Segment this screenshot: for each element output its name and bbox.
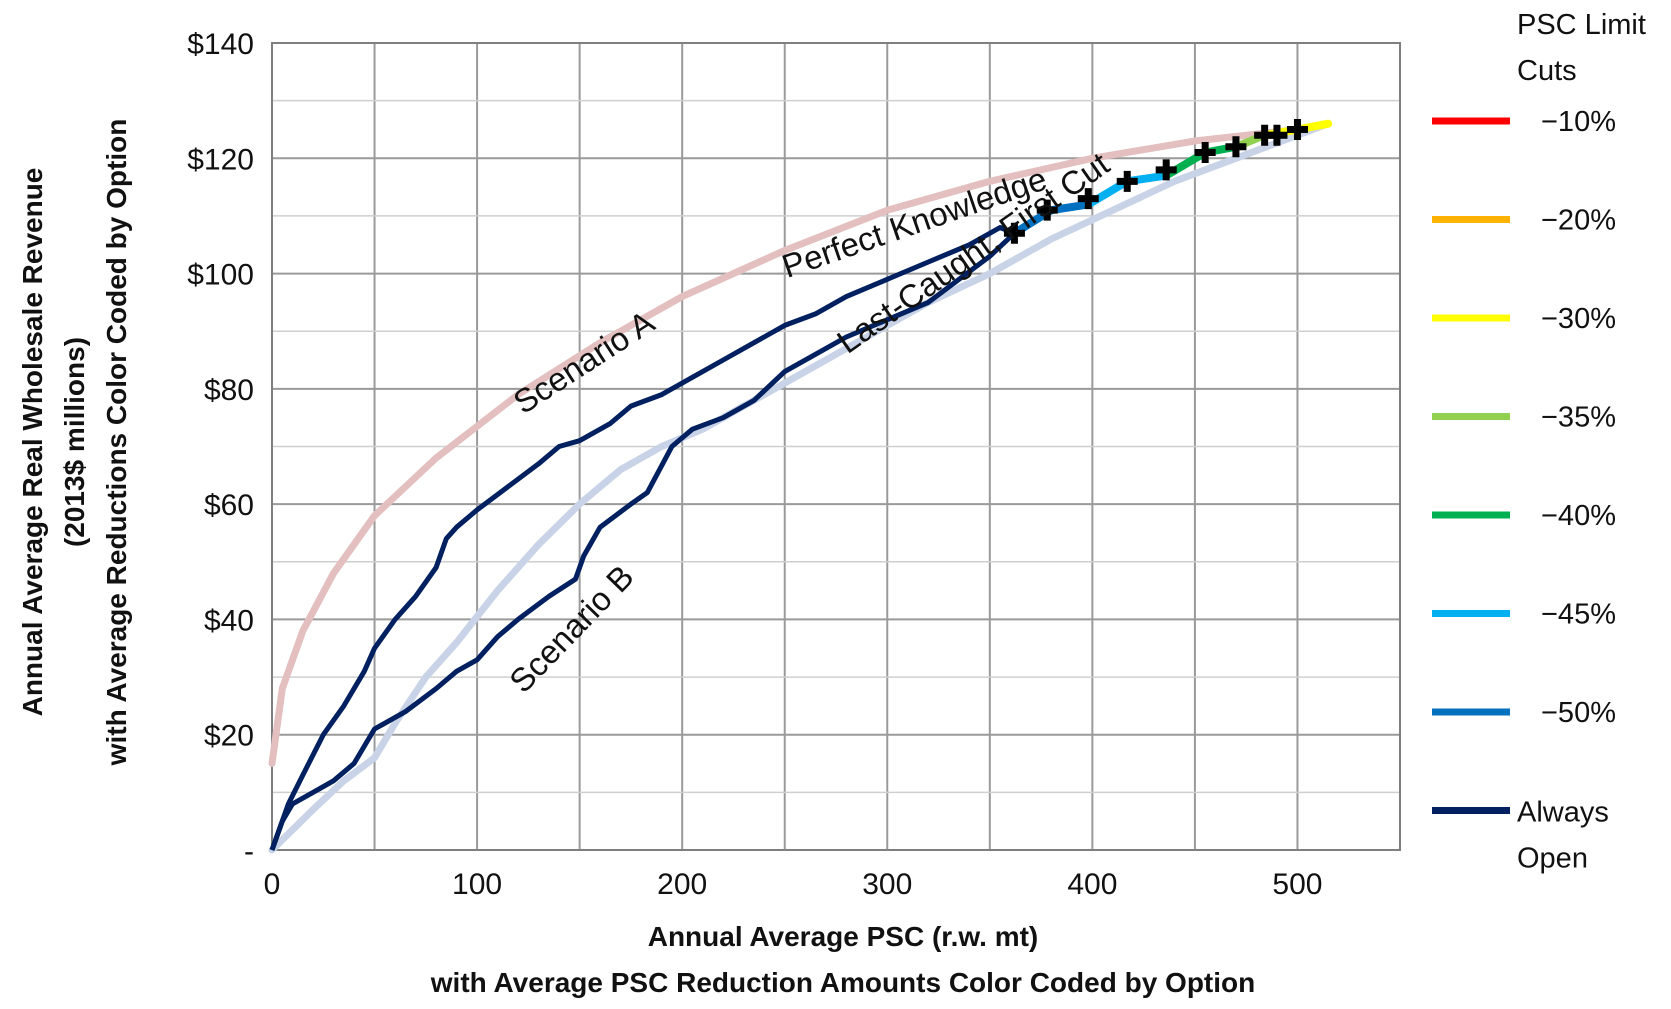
cut-point-marker (1155, 159, 1177, 181)
plot-area (271, 42, 1401, 851)
scenario-a-line (269, 225, 1016, 851)
y-axis-title-line3: with Average Reductions Color Coded by O… (101, 119, 132, 767)
legend-label: Open (1517, 843, 1588, 875)
x-tick-label: 400 (1067, 868, 1117, 901)
legend-label: −10% (1541, 106, 1616, 138)
legend-title-line1: PSC Limit (1517, 9, 1646, 41)
x-tick-label: 100 (452, 868, 502, 901)
legend: PSC Limit Cuts −10%−20%−30%−35%−40%−45%−… (1432, 9, 1646, 875)
y-axis-title-line1: Annual Average Real Wholesale Revenue (17, 168, 48, 717)
cut-point-marker (1116, 170, 1138, 192)
y-axis-title-line2: (2013$ millions) (59, 337, 90, 547)
legend-label: −50% (1541, 697, 1616, 729)
legend-items: −10% −20% −30% −35% −40% −45% −50% Always Open (1432, 106, 1616, 875)
y-tick-label: $20 (204, 720, 254, 753)
legend-title-line2: Cuts (1517, 55, 1577, 87)
y-tick-label: $140 (187, 28, 254, 61)
cut-point-marker (1036, 199, 1058, 221)
y-tick-label: $100 (187, 259, 254, 292)
y-tick-label: $40 (204, 604, 254, 637)
legend-label: −35% (1541, 402, 1616, 434)
legend-label: −45% (1541, 599, 1616, 631)
x-tick-label: 200 (657, 868, 707, 901)
cut-point-marker (1286, 118, 1308, 140)
x-tick-label: 500 (1272, 868, 1322, 901)
x-tick-label: 300 (862, 868, 912, 901)
series-group (268, 118, 1333, 854)
cut-point-marker (1003, 222, 1025, 244)
cut-point-marker (1225, 136, 1247, 158)
x-axis-title-line2: with Average PSC Reduction Amounts Color… (430, 967, 1255, 998)
y-tick-label: $80 (204, 374, 254, 407)
x-axis-title-line1: Annual Average PSC (r.w. mt) (648, 921, 1039, 952)
y-tick-label: - (244, 835, 254, 868)
legend-label: Always (1517, 797, 1609, 829)
y-tick-label: $120 (187, 143, 254, 176)
legend-label: −40% (1541, 500, 1616, 532)
y-tick-label: $60 (204, 489, 254, 522)
cut-point-marker (1266, 124, 1288, 146)
perfect-knowledge-line (268, 120, 1332, 767)
scenario-b-line (269, 231, 1017, 851)
cut-point-marker (1194, 142, 1216, 164)
legend-label: −30% (1541, 303, 1616, 335)
axis-ticks: - $20 $40 $60 $80 $100 $120 $140 0 100 200 300 400 50… (187, 28, 1322, 901)
cut-point-marker (1077, 188, 1099, 210)
x-tick-label: 0 (264, 868, 281, 901)
legend-label: −20% (1541, 205, 1616, 237)
gridlines (272, 43, 1400, 850)
